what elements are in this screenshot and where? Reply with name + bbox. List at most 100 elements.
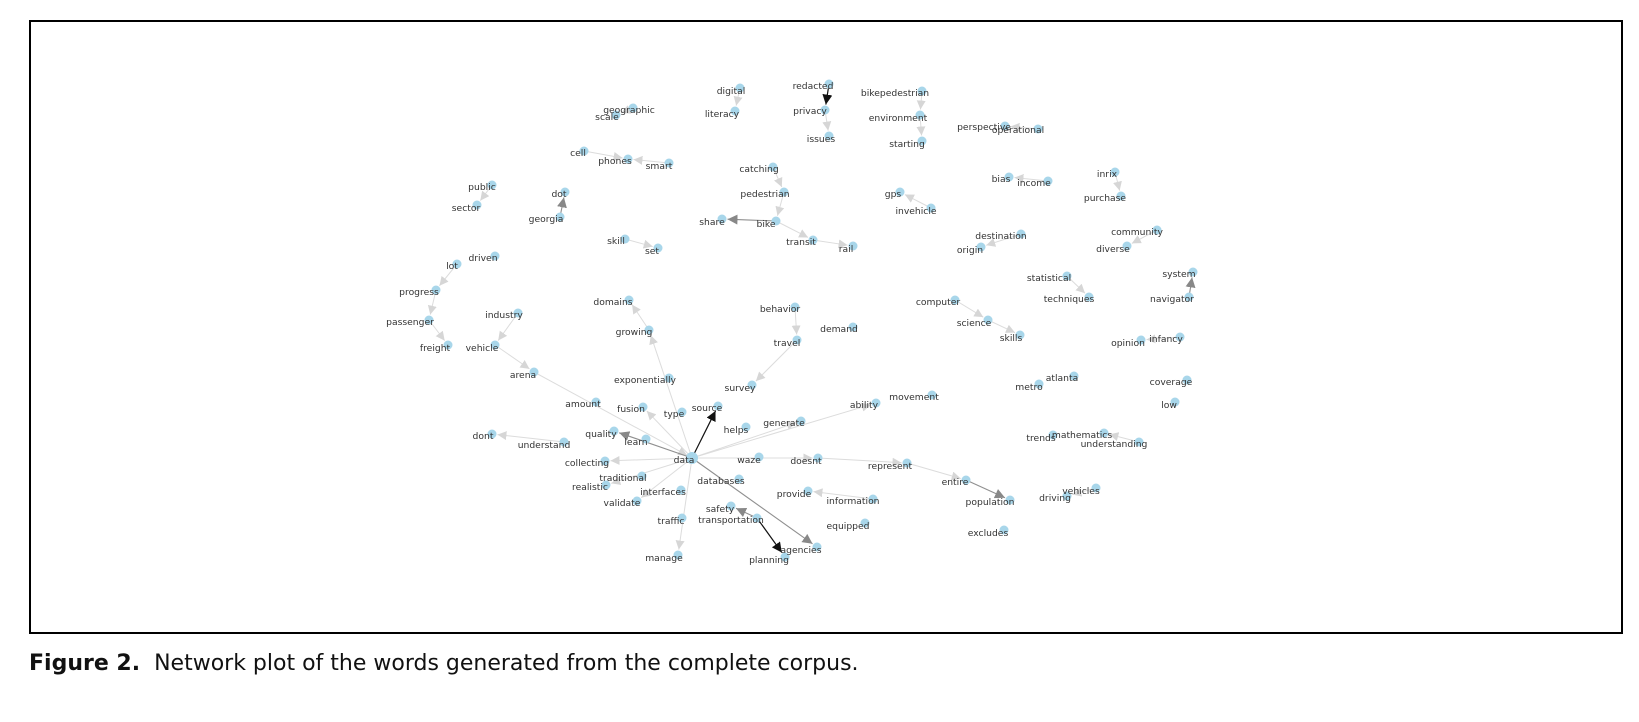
figure-caption: Figure 2. Network plot of the words gene… [29, 651, 859, 676]
node-label-manage: manage [645, 553, 683, 564]
node-label-represent: represent [868, 461, 913, 472]
node-label-planning: planning [749, 555, 789, 566]
edge-data-growing [649, 335, 693, 459]
node-label-scale: scale [595, 112, 619, 123]
node-catching [768, 162, 778, 172]
edge-data-quality [619, 431, 693, 459]
edge-community-diverse [1131, 229, 1158, 244]
node-label-equipped: equipped [826, 521, 869, 532]
node-data [686, 452, 698, 464]
node-coverage [1182, 375, 1192, 385]
edge-cell-phones [583, 150, 623, 161]
node-label-georgia: georgia [529, 214, 564, 225]
edge-income-bias [1014, 174, 1049, 183]
node-label-industry: industry [485, 310, 523, 321]
node-trends [1048, 430, 1058, 440]
edge-transportation-planning [756, 517, 783, 553]
node-behavior [790, 302, 800, 312]
edge-arena-data [533, 371, 688, 456]
node-low [1170, 397, 1180, 407]
node-understand [559, 437, 569, 447]
node-industry [513, 308, 523, 318]
node-doesnt [813, 453, 823, 463]
node-label-quality: quality [585, 429, 617, 440]
figure-frame: redacted privacy issues digital literacy scal… [29, 20, 1623, 634]
node-label-privacy: privacy [793, 106, 827, 117]
node-label-collecting: collecting [565, 458, 609, 469]
node-amount [591, 397, 601, 407]
node-label-helps: helps [724, 425, 749, 436]
node-label-generate: generate [763, 418, 805, 429]
node-manage [673, 550, 683, 560]
node-label-movement: movement [889, 392, 939, 403]
node-label-purchase: purchase [1084, 193, 1127, 204]
node-label-demand: demand [820, 324, 858, 335]
node-label-set: set [645, 246, 659, 257]
node-label-domains: domains [593, 297, 632, 308]
edge-science-skills [987, 319, 1016, 334]
node-label-diverse: diverse [1096, 244, 1130, 255]
node-label-origin: origin [957, 245, 983, 256]
node-perspective [1000, 121, 1010, 131]
node-set [653, 243, 663, 253]
node-scale [611, 110, 621, 120]
node-freight [443, 340, 453, 350]
node-label-lot: lot [446, 261, 458, 272]
node-digital [735, 83, 745, 93]
edge-data-fusion [646, 410, 693, 459]
node-population [1005, 495, 1015, 505]
node-diverse [1122, 241, 1132, 251]
node-label-public: public [468, 182, 496, 193]
edge-information-provide [813, 488, 874, 500]
node-label-environment: environment [869, 113, 928, 124]
node-label-issues: issues [807, 134, 836, 145]
node-label-coverage: coverage [1150, 377, 1193, 388]
node-dot [560, 187, 570, 197]
node-label-sector: sector [452, 203, 481, 214]
node-infancy [1175, 332, 1185, 342]
edge-growing-domains [631, 304, 650, 331]
edge-industry-vehicle [497, 312, 519, 341]
edge-transit-rail [812, 239, 848, 249]
node-collecting [600, 456, 610, 466]
node-skills [1015, 330, 1025, 340]
node-label-operational: operational [992, 125, 1044, 136]
node-represent [902, 458, 912, 468]
node-label-exponentially: exponentially [614, 375, 677, 386]
node-invehicle [926, 203, 936, 213]
node-metro [1034, 379, 1044, 389]
node-label-bike: bike [756, 219, 775, 230]
node-mathematics [1099, 428, 1109, 438]
edge-entire-population [965, 479, 1006, 499]
node-label-metro: metro [1015, 382, 1043, 393]
node-label-skill: skill [607, 236, 625, 247]
node-label-statistical: statistical [1027, 273, 1071, 284]
node-label-pedestrian: pedestrian [740, 189, 789, 200]
node-label-computer: computer [916, 297, 961, 308]
node-label-population: population [966, 497, 1015, 508]
node-driven [490, 251, 500, 261]
node-agencies [812, 542, 822, 552]
edge-understand-dont [497, 431, 565, 443]
node-generate [796, 416, 806, 426]
node-computer [950, 295, 960, 305]
figure-caption-text: Network plot of the words generated from… [154, 651, 859, 676]
node-label-provide: provide [777, 489, 812, 500]
node-vehicles [1091, 483, 1101, 493]
node-survey [747, 380, 757, 390]
edge-understanding-mathematics [1109, 432, 1140, 443]
node-bikepedestrian [917, 86, 927, 96]
labels-layer: redacted privacy issues digital literacy scal… [386, 81, 1196, 566]
node-label-vehicle: vehicle [466, 343, 499, 354]
edge-skill-set [624, 238, 653, 249]
network-plot: redacted privacy issues digital literacy scal… [386, 79, 1198, 566]
node-label-share: share [699, 217, 725, 228]
node-label-community: community [1111, 227, 1163, 238]
node-statistical [1062, 271, 1072, 281]
edge-data-manage [675, 457, 693, 550]
edge-computer-science [954, 299, 984, 318]
node-label-bias: bias [992, 174, 1011, 185]
node-rail [848, 241, 858, 251]
node-label-mathematics: mathematics [1052, 430, 1112, 441]
node-label-geographic: geographic [603, 105, 655, 116]
